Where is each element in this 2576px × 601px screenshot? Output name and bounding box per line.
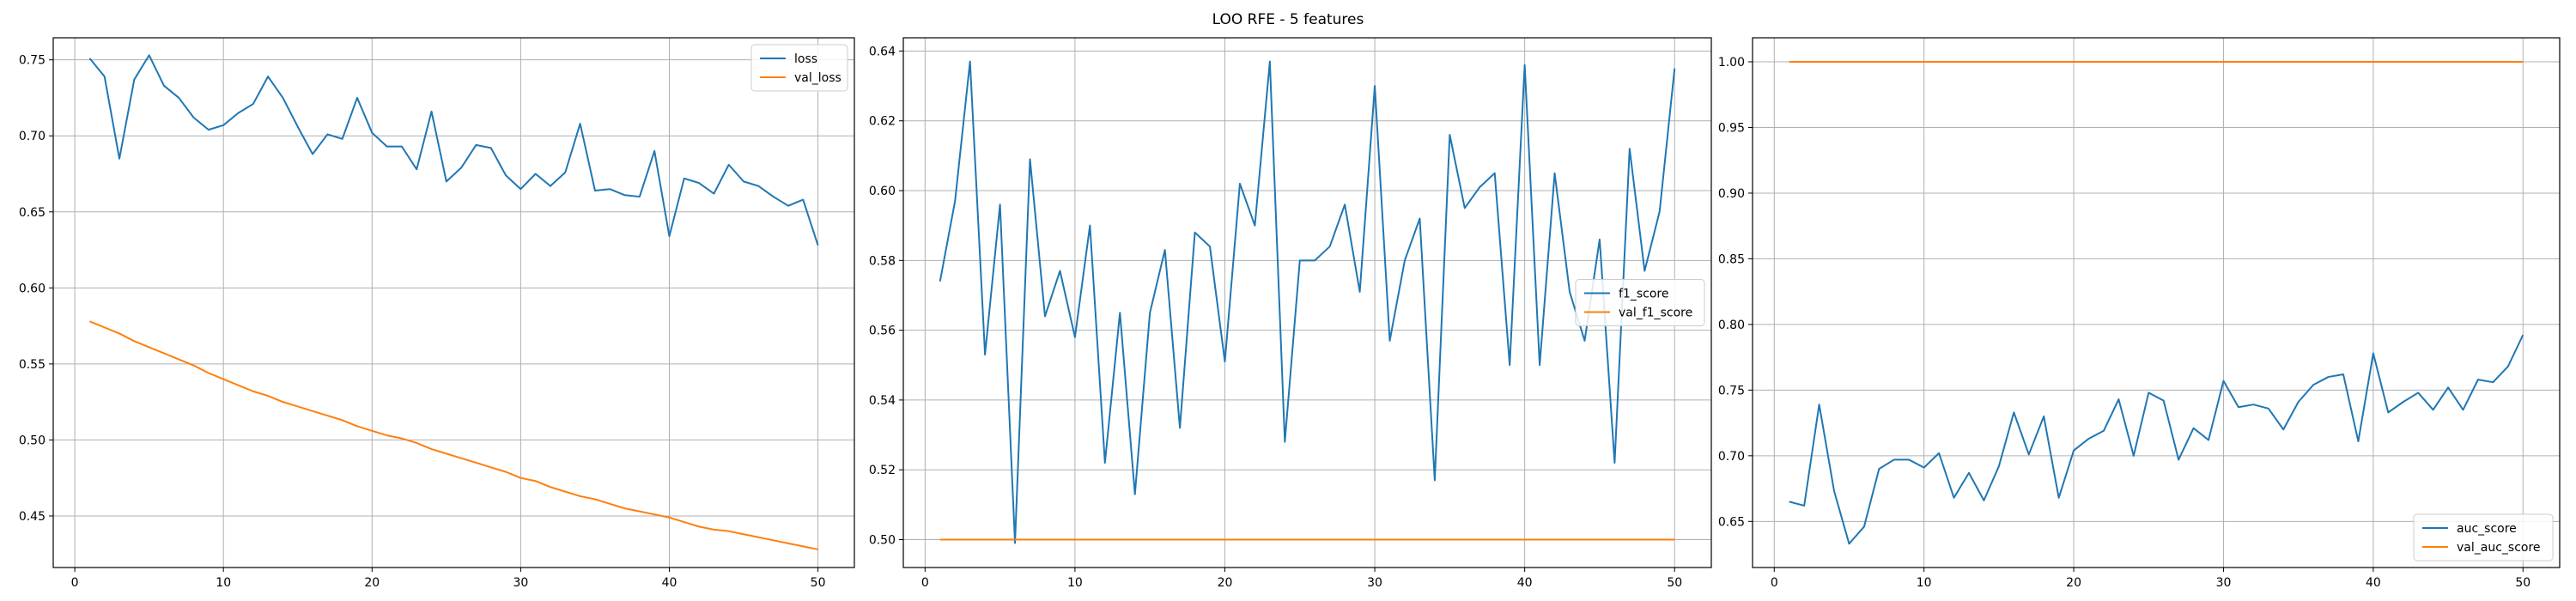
- series-line-auc-score: [1789, 334, 2524, 545]
- y-tick-label: 0.80: [1718, 319, 1745, 332]
- y-tick-label: 0.55: [19, 358, 46, 372]
- y-tick-label: 0.95: [1718, 121, 1745, 135]
- x-tick-label: 40: [662, 576, 677, 590]
- y-tick-label: 0.64: [869, 45, 896, 58]
- chart-panels: 0 10 20 30 40 50 0.45 0.50 0.55 0.60 0.65 0.70 0.75 l…: [19, 37, 2561, 590]
- chart-panel-1: 0 10 20 30 40 50 0.45 0.50 0.55 0.60 0.65 0.70 0.75 l…: [19, 37, 855, 590]
- series-line-val-loss: [89, 320, 818, 550]
- legend-box: [750, 44, 848, 92]
- x-tick-label: 0: [71, 576, 79, 590]
- series-line-f1-score: [939, 60, 1676, 544]
- x-tick-label: 50: [1667, 576, 1682, 590]
- y-tick-label: 0.52: [869, 464, 896, 477]
- chart-panel-2: 0 10 20 30 40 50 0.50 0.52 0.54 0.56 0.58 0.60 0.62 0…: [869, 37, 1712, 590]
- y-tick-label: 0.85: [1718, 252, 1745, 266]
- legend-label-val-auc-score: val_auc_score: [2457, 541, 2541, 555]
- y-tick-label: 0.45: [19, 510, 46, 524]
- y-tick-label: 0.65: [1718, 515, 1745, 529]
- chart-panel-3: 0 10 20 30 40 50 0.65 0.70 0.75 0.80 0.85 0.90 0.95 1…: [1718, 37, 2561, 590]
- legend-label-f1-score: f1_score: [1619, 288, 1668, 301]
- x-tick-label: 10: [216, 576, 231, 590]
- y-tick-label: 0.70: [19, 130, 46, 143]
- y-tick-label: 0.60: [869, 185, 896, 198]
- legend-label-auc-score: auc_score: [2457, 522, 2517, 536]
- y-tick-label: 0.75: [1718, 384, 1745, 398]
- legend: auc_score val_auc_score: [2413, 513, 2554, 562]
- legend-label-loss: loss: [794, 52, 817, 66]
- x-tick-label: 30: [2216, 576, 2232, 590]
- x-tick-label: 10: [1067, 576, 1083, 590]
- legend: loss val_loss: [750, 44, 848, 92]
- y-tick-label: 0.90: [1718, 187, 1745, 201]
- x-tick-label: 20: [364, 576, 380, 590]
- y-tick-label: 0.75: [19, 54, 46, 68]
- axes-frame: [52, 37, 855, 568]
- y-tick-label: 0.62: [869, 115, 896, 129]
- series-line-loss: [88, 54, 819, 246]
- y-tick-label: 0.54: [869, 394, 896, 408]
- x-tick-label: 0: [921, 576, 929, 590]
- x-tick-label: 40: [1517, 576, 1533, 590]
- x-tick-label: 30: [1367, 576, 1382, 590]
- y-tick-label: 0.58: [869, 254, 896, 268]
- y-tick-label: 0.60: [19, 282, 46, 295]
- x-tick-label: 50: [811, 576, 826, 590]
- axes-frame: [1752, 37, 2561, 568]
- figure-title: LOO RFE - 5 features: [1212, 11, 1364, 28]
- x-tick-label: 40: [2366, 576, 2381, 590]
- y-tick-label: 0.65: [19, 206, 46, 220]
- legend-box: [1575, 279, 1705, 326]
- axes-frame: [902, 37, 1712, 568]
- y-tick-label: 0.50: [19, 434, 46, 447]
- x-tick-label: 30: [513, 576, 528, 590]
- y-tick-label: 0.56: [869, 325, 896, 338]
- x-tick-label: 50: [2515, 576, 2530, 590]
- legend: f1_score val_f1_score: [1575, 279, 1705, 326]
- x-tick-label: 10: [1917, 576, 1932, 590]
- legend-label-val-f1-score: val_f1_score: [1619, 307, 1692, 320]
- x-tick-label: 20: [1218, 576, 1233, 590]
- legend-box: [2413, 513, 2554, 562]
- x-tick-label: 0: [1771, 576, 1778, 590]
- y-tick-label: 0.50: [869, 533, 896, 547]
- legend-label-val-loss: val_loss: [794, 71, 841, 85]
- x-tick-label: 20: [2066, 576, 2081, 590]
- y-tick-label: 0.70: [1718, 450, 1745, 464]
- y-tick-label: 1.00: [1718, 56, 1745, 70]
